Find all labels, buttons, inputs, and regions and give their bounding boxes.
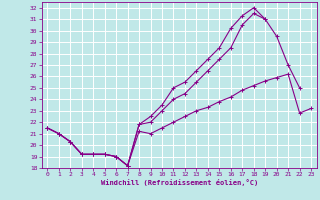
X-axis label: Windchill (Refroidissement éolien,°C): Windchill (Refroidissement éolien,°C) — [100, 179, 258, 186]
